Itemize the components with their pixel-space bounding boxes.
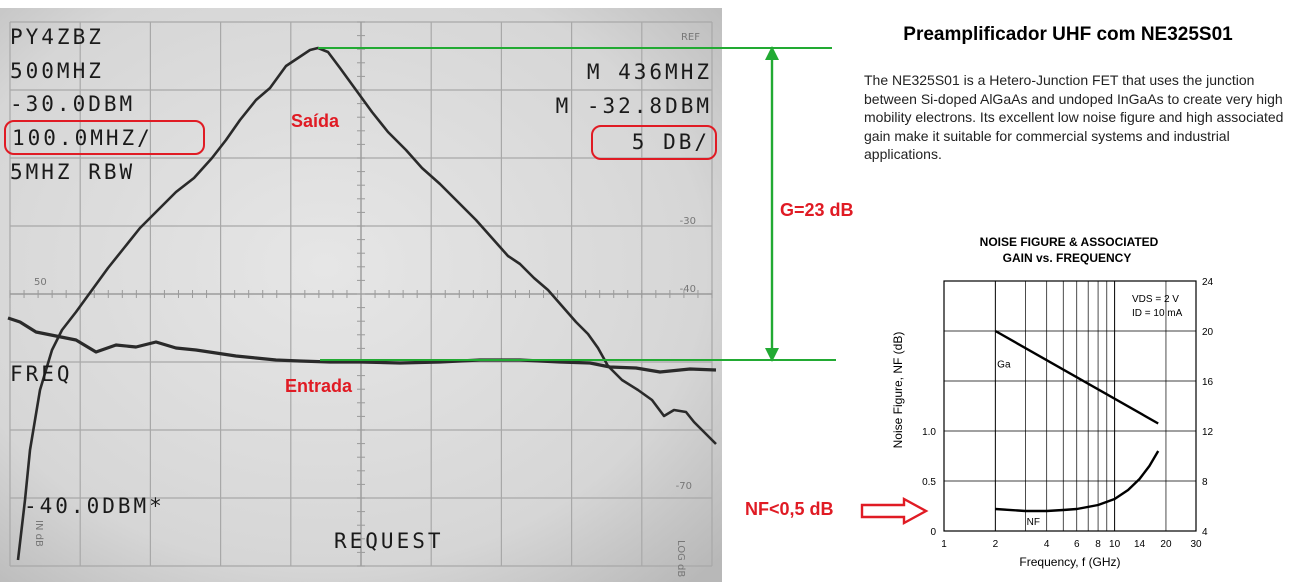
x-tick-label: 4 — [1044, 539, 1050, 550]
input-trace — [7, 316, 717, 374]
device-description: The NE325S01 is a Hetero-Junction FET th… — [864, 72, 1284, 162]
side-tag-text: IN dB — [33, 520, 44, 547]
y-right-tick-label: 4 — [1202, 527, 1208, 538]
x-axis-label: Frequency, f (GHz) — [1019, 555, 1120, 569]
nf-annotation: NF<0,5 dB — [745, 496, 929, 526]
ref-tag-text: REF — [681, 32, 700, 43]
y-right-tick-label: 20 — [1202, 327, 1214, 338]
marker-frequency-text: M 436MHZ — [587, 60, 712, 84]
nf-gain-chart: NOISE FIGURE & ASSOCIATED GAIN vs. FREQU… — [891, 235, 1214, 569]
scale-highlight-box — [591, 125, 717, 160]
x-tick-label: 1 — [941, 539, 947, 550]
x-tick-label: 30 — [1190, 539, 1202, 550]
gain-arrow-head-down — [765, 348, 779, 362]
x-tick-label: 6 — [1074, 539, 1080, 550]
series-nf-label: NF — [1027, 517, 1040, 528]
scale-right-label-2: -40 — [680, 284, 696, 295]
y-right-tick-labels: 4 8 12 16 20 24 — [1202, 277, 1214, 538]
log-tag-text: LOG dB — [675, 540, 686, 577]
marker-level-text: M -32.8DBM — [556, 94, 712, 118]
y-axis-label: Noise Figure, NF (dB) — [891, 332, 905, 449]
request-text: REQUEST — [334, 529, 444, 553]
x-tick-label: 8 — [1095, 539, 1101, 550]
gain-annotation: G=23 dB Saída Entrada — [285, 46, 854, 396]
span-text: 100.0MHZ/ — [12, 126, 153, 150]
bottom-level-text: -40.0DBM* — [24, 494, 165, 518]
x-tick-label: 10 — [1109, 539, 1121, 550]
output-trace — [16, 46, 717, 561]
x-tick-label: 2 — [993, 539, 999, 550]
y-right-tick-label: 16 — [1202, 377, 1214, 388]
graticule-minor-ticks — [9, 21, 713, 567]
plot-frame — [943, 280, 1197, 532]
analyzer-screen: PY4ZBZ 500MHZ -30.0DBM 100.0MHZ/ 5MHZ RB… — [0, 8, 722, 582]
series-ga-label: Ga — [997, 359, 1011, 370]
gain-arrow-head-up — [765, 46, 779, 60]
chart-series: Ga NF — [994, 329, 1160, 528]
series-ga-line — [994, 329, 1159, 425]
center-frequency-text: 500MHZ — [10, 59, 104, 83]
y-left-tick-label: 0.5 — [922, 477, 936, 488]
callsign-text: PY4ZBZ — [10, 25, 104, 49]
page-title: Preamplificador UHF com NE325S01 — [903, 24, 1233, 45]
chart-grid — [943, 280, 1197, 532]
gain-label: G=23 dB — [780, 200, 854, 220]
y-left-tick-label: 1.0 — [922, 427, 936, 438]
x-tick-labels: 1 2 4 6 8 10 14 20 30 — [941, 539, 1202, 550]
scale-text: 5 DB/ — [632, 130, 710, 154]
chart-title-line-1: NOISE FIGURE & ASSOCIATED — [980, 235, 1159, 249]
output-label: Saída — [291, 111, 340, 131]
y-left-tick-label: 0 — [930, 527, 936, 538]
input-label: Entrada — [285, 376, 353, 396]
span-highlight-box — [4, 120, 205, 155]
scale-right-label-3: -70 — [676, 481, 692, 492]
scale-right-label-1: -30 — [680, 216, 696, 227]
x-tick-label: 14 — [1134, 539, 1146, 550]
series-nf-line — [995, 450, 1160, 513]
y-left-tick-labels: 0 0.5 1.0 — [922, 427, 936, 538]
x-tick-label: 20 — [1160, 539, 1172, 550]
chart-title-line-2: GAIN vs. FREQUENCY — [1003, 251, 1132, 265]
y-right-tick-label: 24 — [1202, 277, 1214, 288]
reference-level-text: -30.0DBM — [10, 92, 135, 116]
y-right-tick-label: 8 — [1202, 477, 1208, 488]
freq-label-text: FREQ — [10, 362, 73, 386]
nf-label: NF<0,5 dB — [745, 499, 834, 519]
condition-vds: VDS = 2 V — [1132, 294, 1179, 305]
nf-arrow-icon — [860, 496, 929, 526]
condition-id: ID = 10 mA — [1132, 308, 1183, 319]
rbw-text: 5MHZ RBW — [10, 160, 135, 184]
y-right-tick-label: 12 — [1202, 427, 1214, 438]
scale-left-label: 50 — [34, 277, 47, 288]
